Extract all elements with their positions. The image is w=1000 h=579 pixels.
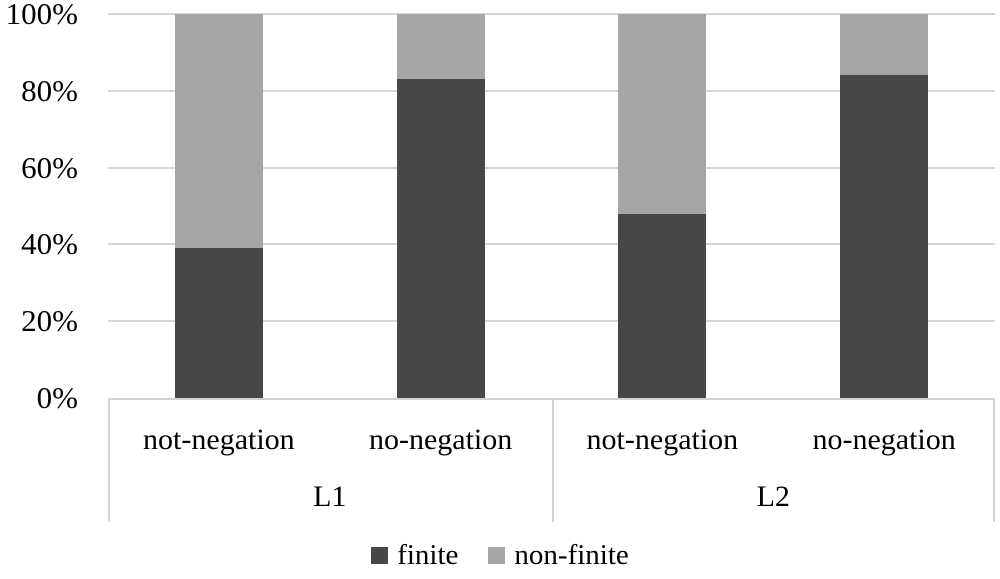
legend-item-finite: finite (371, 539, 458, 572)
legend-label: non-finite (514, 538, 629, 571)
x-axis-line (108, 398, 995, 400)
bar-l1-no-negation (396, 14, 485, 398)
segment-non-finite (396, 14, 485, 80)
segment-finite (396, 79, 485, 398)
gridline (108, 320, 995, 323)
plot-area (108, 13, 995, 398)
category-divider (551, 398, 554, 522)
segment-finite (618, 213, 707, 398)
legend-swatch-non-finite (488, 546, 506, 564)
y-axis-tick-label: 60% (21, 149, 78, 185)
category-divider (108, 398, 110, 522)
segment-non-finite (840, 14, 929, 76)
bar-l1-not-negation (174, 14, 263, 398)
gridline (108, 166, 995, 169)
y-axis-tick-label: 80% (21, 72, 78, 108)
legend: finite non-finite (0, 534, 1000, 576)
category-axis: not-negation no-negation L1 not-negation no-… (108, 398, 995, 522)
legend-swatch-finite (371, 546, 389, 564)
segment-finite (174, 248, 263, 398)
gridline (108, 89, 995, 92)
legend-item-non-finite: non-finite (488, 538, 629, 572)
segment-non-finite (618, 14, 707, 214)
segment-finite (840, 75, 929, 398)
y-axis-tick-label: 0% (36, 380, 78, 415)
gridline (108, 243, 995, 246)
group-label-l2: L2 (756, 480, 790, 513)
category-label: not-negation (143, 423, 295, 456)
category-divider (993, 398, 995, 522)
category-label: not-negation (586, 423, 739, 456)
gridline (108, 13, 995, 15)
bar-l2-not-negation (618, 14, 707, 398)
category-label: no-negation (368, 423, 513, 456)
group-label-l1: L1 (313, 480, 347, 513)
legend-label: finite (397, 538, 459, 571)
category-label: no-negation (812, 423, 956, 456)
y-axis-tick-label: 40% (21, 226, 78, 262)
y-axis-tick-label: 100% (5, 0, 78, 31)
y-axis-tick-label: 20% (21, 303, 78, 339)
bar-l2-no-negation (840, 14, 929, 398)
segment-non-finite (174, 14, 263, 249)
